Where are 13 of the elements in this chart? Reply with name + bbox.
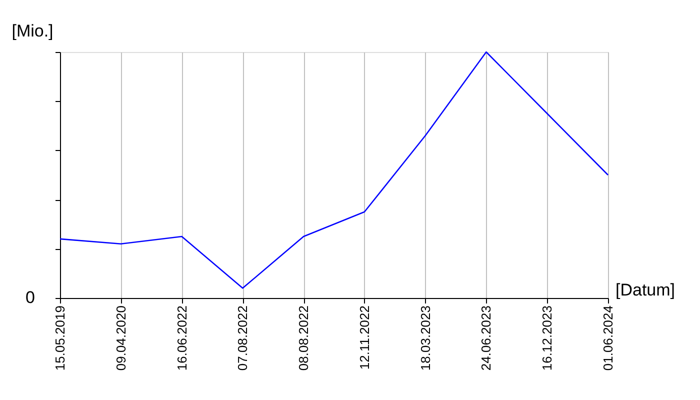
x-tick-label: 16.06.2022 — [174, 306, 190, 371]
x-tick-label: 15.05.2019 — [52, 306, 68, 371]
x-tick-label: 08.08.2022 — [296, 306, 312, 371]
x-tick-label: 18.03.2023 — [418, 306, 433, 371]
x-tick-label: 01.06.2024 — [600, 306, 616, 371]
y-axis-title: [Mio.] — [12, 22, 54, 40]
x-tick-label: 16.12.2023 — [540, 306, 555, 371]
x-tick-label: 12.11.2022 — [356, 306, 372, 370]
x-tick-label: 07.08.2022 — [235, 306, 250, 371]
x-tick-label: 24.06.2023 — [478, 306, 494, 371]
text: 0 — [26, 288, 35, 307]
x-axis-title: [Datum] — [616, 280, 676, 300]
x-tick-label: 09.04.2020 — [113, 306, 128, 371]
